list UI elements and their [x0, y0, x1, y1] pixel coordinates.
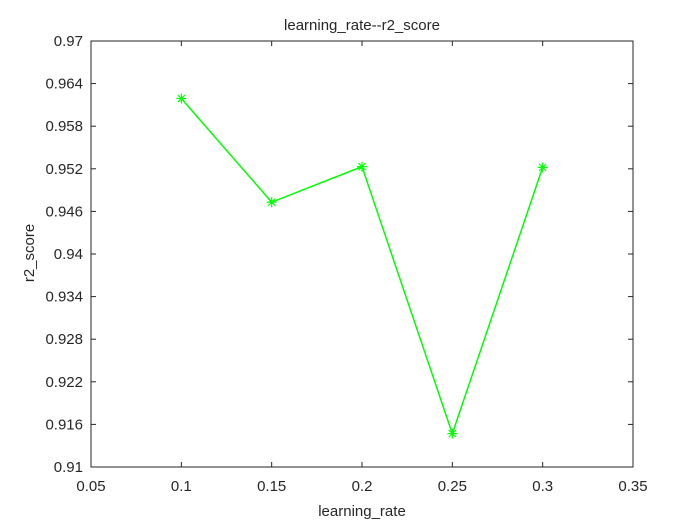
chart-title: learning_rate--r2_score	[284, 17, 440, 34]
y-tick-label: 0.91	[54, 459, 83, 476]
x-tick-label: 0.15	[257, 478, 286, 495]
x-tick-label: 0.35	[618, 478, 647, 495]
data-point-marker	[176, 93, 187, 104]
x-tick-label: 0.2	[352, 478, 373, 495]
y-tick-label: 0.958	[45, 118, 83, 135]
marker-stroke	[538, 163, 547, 172]
data-point-marker	[447, 428, 458, 439]
y-tick-label: 0.928	[45, 331, 83, 348]
y-axis-ticks: 0.91 0.916 0.922 0.928 0.934 0.94 0.946 0.952 0.…	[45, 33, 633, 476]
series-layer	[176, 93, 548, 439]
data-point-marker	[357, 161, 367, 172]
plot-axes	[90, 40, 634, 468]
data-point-marker	[537, 162, 548, 173]
x-tick-label: 0.05	[76, 478, 105, 495]
marker-stroke	[358, 162, 366, 171]
x-axis-label: learning_rate	[318, 503, 406, 520]
y-tick-label: 0.94	[54, 246, 83, 263]
y-tick-label: 0.952	[45, 161, 83, 178]
y-tick-label: 0.97	[54, 33, 83, 50]
x-tick-label: 0.25	[438, 478, 467, 495]
data-point-marker	[266, 197, 277, 208]
y-axis-label: r2_score	[21, 224, 38, 282]
y-tick-label: 0.916	[45, 416, 83, 433]
y-tick-label: 0.964	[45, 76, 83, 93]
x-tick-label: 0.1	[171, 478, 192, 495]
plot-area-frame	[90, 40, 634, 468]
y-tick-label: 0.922	[45, 374, 83, 391]
x-tick-label: 0.3	[532, 478, 553, 495]
x-axis-ticks: 0.05 0.1 0.15 0.2 0.25 0.3 0.35	[76, 41, 648, 495]
marker-stroke	[177, 94, 186, 103]
marker-stroke	[267, 198, 276, 207]
y-tick-label: 0.934	[45, 289, 83, 306]
marker-stroke	[448, 429, 457, 438]
y-tick-label: 0.946	[45, 203, 83, 220]
